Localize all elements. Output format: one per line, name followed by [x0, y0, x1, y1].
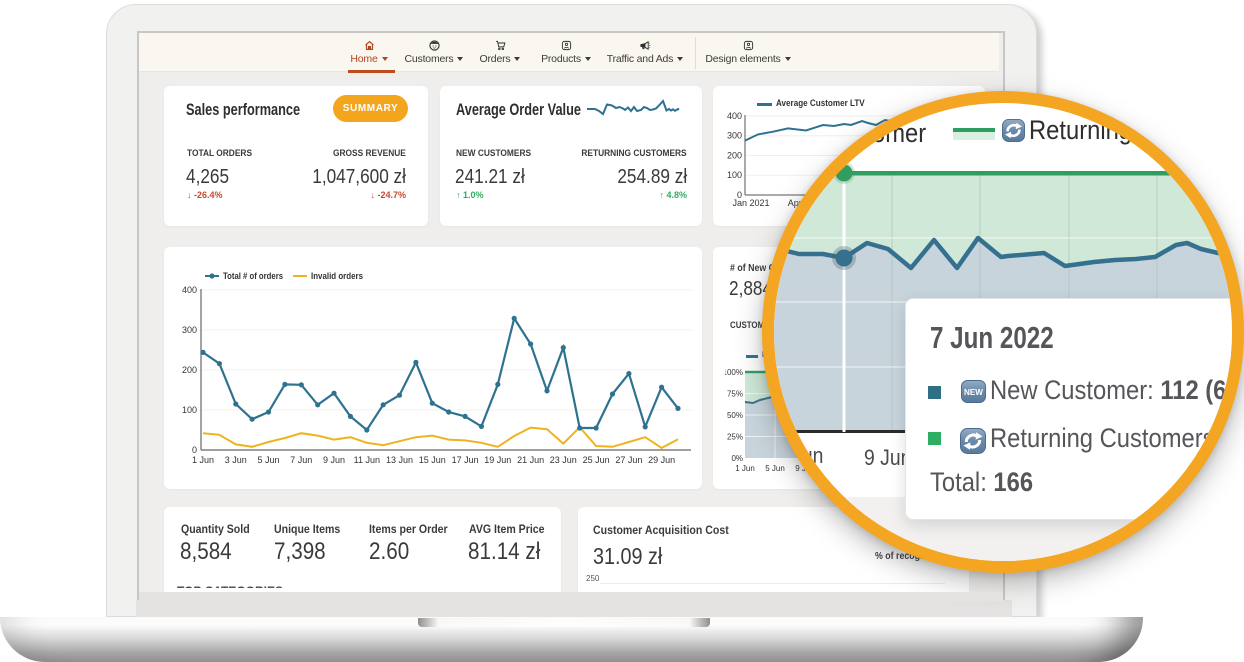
svg-text:9 Jun: 9 Jun [323, 455, 345, 465]
svg-text:25 Jun: 25 Jun [583, 455, 610, 465]
svg-text:13 Jun: 13 Jun [386, 455, 413, 465]
svg-text:50%: 50% [727, 411, 743, 420]
svg-text:0: 0 [192, 445, 197, 455]
svg-text:25%: 25% [727, 433, 743, 442]
svg-text:75%: 75% [727, 390, 743, 399]
svg-text:0%: 0% [731, 454, 743, 463]
svg-text:Total # of orders: Total # of orders [223, 271, 283, 281]
svg-text:7 Jun: 7 Jun [290, 455, 312, 465]
svg-text:Jan 2021: Jan 2021 [732, 198, 769, 208]
svg-text:NEW: NEW [964, 387, 984, 397]
svg-text:5 Jun: 5 Jun [257, 455, 279, 465]
svg-text:400: 400 [727, 111, 742, 121]
svg-text:17 Jun: 17 Jun [452, 455, 479, 465]
svg-text:5 Jun: 5 Jun [765, 464, 785, 473]
svg-text:300: 300 [182, 325, 197, 335]
svg-text:0: 0 [737, 190, 742, 200]
svg-text:300: 300 [727, 131, 742, 141]
svg-text:23 Jun: 23 Jun [550, 455, 577, 465]
svg-text:100%: 100% [725, 368, 743, 377]
svg-text:27 Jun: 27 Jun [615, 455, 642, 465]
svg-text:3 Jun: 3 Jun [225, 455, 247, 465]
svg-text:1 Jun: 1 Jun [735, 464, 755, 473]
svg-text:11 Jun: 11 Jun [354, 455, 380, 465]
svg-text:200: 200 [727, 151, 742, 161]
svg-text:29 Jun: 29 Jun [648, 455, 675, 465]
svg-text:19 Jun: 19 Jun [484, 455, 511, 465]
svg-text:1 Jun: 1 Jun [192, 455, 214, 465]
svg-text:Invalid orders: Invalid orders [311, 271, 363, 281]
svg-text:21 Jun: 21 Jun [517, 455, 544, 465]
svg-text:100: 100 [182, 405, 197, 415]
svg-text:400: 400 [182, 285, 197, 295]
svg-text:100: 100 [727, 170, 742, 180]
svg-text:200: 200 [182, 365, 197, 375]
svg-text:15 Jun: 15 Jun [419, 455, 446, 465]
